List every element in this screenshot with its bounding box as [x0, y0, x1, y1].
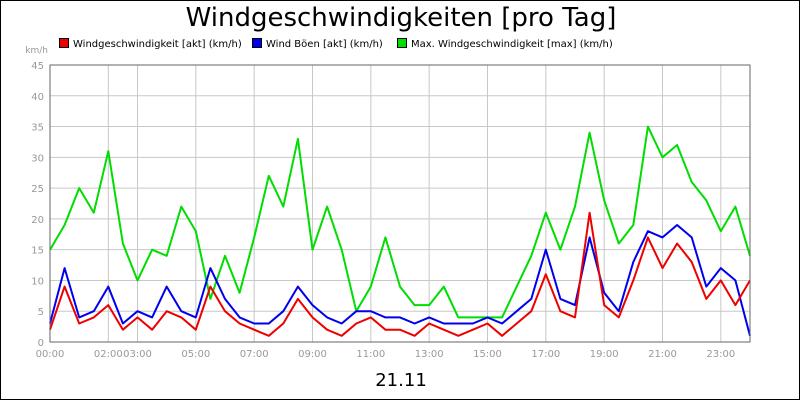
series-line: [49, 125, 751, 319]
y-tick-label: 40: [31, 92, 44, 103]
y-tick-label: 30: [31, 153, 44, 164]
legend-swatch-red: [59, 38, 69, 48]
x-tick-label: 00:00: [36, 349, 65, 360]
x-tick-label: 21:00: [648, 349, 677, 360]
plot-area: [50, 65, 750, 342]
x-tick-label: 07:00: [240, 349, 269, 360]
y-tick-label: 0: [38, 338, 44, 349]
x-tick-label: 02:00: [94, 349, 123, 360]
y-tick-label: 45: [31, 61, 44, 72]
legend-swatch-blue: [252, 38, 262, 48]
x-tick-label: 23:00: [706, 349, 735, 360]
y-tick-label: 20: [31, 215, 44, 226]
x-tick-label: 11:00: [356, 349, 385, 360]
x-tick-label: 17:00: [531, 349, 560, 360]
x-tick-label: 13:00: [415, 349, 444, 360]
plot-border: [49, 64, 751, 343]
y-tick-label: 35: [31, 123, 44, 134]
legend-label: Wind Böen [akt] (km/h): [266, 39, 383, 50]
legend-item-max-windgeschwindigkeit: Max. Windgeschwindigkeit [max] (km/h): [397, 38, 613, 50]
legend-label: Windgeschwindigkeit [akt] (km/h): [73, 39, 242, 50]
legend-label: Max. Windgeschwindigkeit [max] (km/h): [411, 39, 613, 50]
series-line: [49, 211, 751, 337]
y-tick-label: 15: [31, 246, 44, 257]
legend-item-windgeschwindigkeit: Windgeschwindigkeit [akt] (km/h): [59, 38, 242, 50]
legend-item-wind-boeen: Wind Böen [akt] (km/h): [252, 38, 383, 50]
series-line: [49, 224, 751, 337]
x-tick-label: 19:00: [590, 349, 619, 360]
y-tick-label: 5: [38, 307, 44, 318]
y-tick-label: 10: [31, 276, 44, 287]
y-tick-label: 25: [31, 184, 44, 195]
x-tick-label: 15:00: [473, 349, 502, 360]
x-tick-label: 03:00: [123, 349, 152, 360]
x-axis-date-label: 21.11: [375, 370, 427, 391]
x-tick-label: 09:00: [298, 349, 327, 360]
legend-swatch-green: [397, 38, 407, 48]
y-axis-unit-label: km/h: [25, 46, 48, 56]
x-tick-label: 05:00: [181, 349, 210, 360]
chart-title: Windgeschwindigkeiten [pro Tag]: [185, 3, 617, 33]
